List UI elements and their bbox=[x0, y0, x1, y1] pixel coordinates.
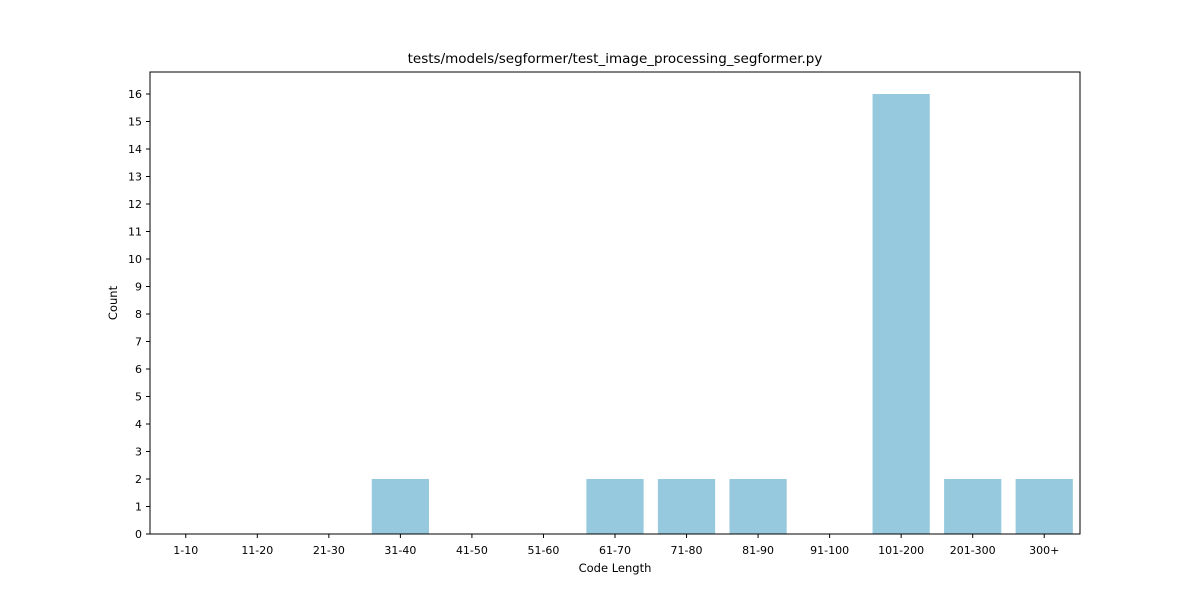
x-tick-label: 201-300 bbox=[950, 544, 996, 557]
bar-61-70 bbox=[586, 479, 644, 534]
x-tick-label: 11-20 bbox=[241, 544, 273, 557]
y-tick-label: 9 bbox=[135, 281, 142, 294]
y-axis-label: Count bbox=[106, 285, 120, 320]
y-tick-label: 11 bbox=[128, 226, 142, 239]
y-tick-label: 5 bbox=[135, 391, 142, 404]
x-tick-label: 101-200 bbox=[878, 544, 924, 557]
y-tick-label: 4 bbox=[135, 418, 142, 431]
chart-title: tests/models/segformer/test_image_proces… bbox=[408, 51, 823, 67]
bars-group bbox=[371, 94, 1073, 534]
y-tick-label: 13 bbox=[128, 171, 142, 184]
plot-frame bbox=[149, 71, 1081, 535]
y-tick-label: 3 bbox=[135, 446, 142, 459]
y-tick-label: 8 bbox=[135, 308, 142, 321]
y-tick-label: 7 bbox=[135, 336, 142, 349]
y-tick-label: 2 bbox=[135, 473, 142, 486]
bar-31-40 bbox=[371, 479, 429, 534]
y-tick-label: 1 bbox=[135, 501, 142, 514]
bar-101-200 bbox=[872, 94, 930, 534]
x-tick-label: 300+ bbox=[1029, 544, 1059, 557]
x-tick-label: 71-80 bbox=[671, 544, 703, 557]
x-tick-label: 31-40 bbox=[384, 544, 416, 557]
y-tick-label: 16 bbox=[128, 88, 142, 101]
x-ticks-group: 1-10 11-20 21-30 31-40 41-50 51-60 61-70 71-80 8… bbox=[173, 534, 1059, 557]
x-tick-label: 21-30 bbox=[313, 544, 345, 557]
x-tick-label: 91-100 bbox=[810, 544, 849, 557]
y-tick-label: 12 bbox=[128, 198, 142, 211]
y-tick-label: 15 bbox=[128, 116, 142, 129]
x-axis-label: Code Length bbox=[579, 561, 652, 575]
bar-300+ bbox=[1015, 479, 1073, 534]
x-tick-label: 81-90 bbox=[742, 544, 774, 557]
bar-81-90 bbox=[729, 479, 787, 534]
y-tick-label: 0 bbox=[135, 528, 142, 541]
bar-71-80 bbox=[657, 479, 716, 534]
y-tick-label: 6 bbox=[135, 363, 142, 376]
x-tick-label: 51-60 bbox=[527, 544, 559, 557]
x-tick-label: 61-70 bbox=[599, 544, 631, 557]
bar-201-300 bbox=[944, 479, 1002, 534]
x-tick-label: 41-50 bbox=[456, 544, 488, 557]
y-tick-label: 14 bbox=[128, 143, 142, 156]
y-tick-label: 10 bbox=[128, 253, 142, 266]
x-tick-label: 1-10 bbox=[173, 544, 198, 557]
